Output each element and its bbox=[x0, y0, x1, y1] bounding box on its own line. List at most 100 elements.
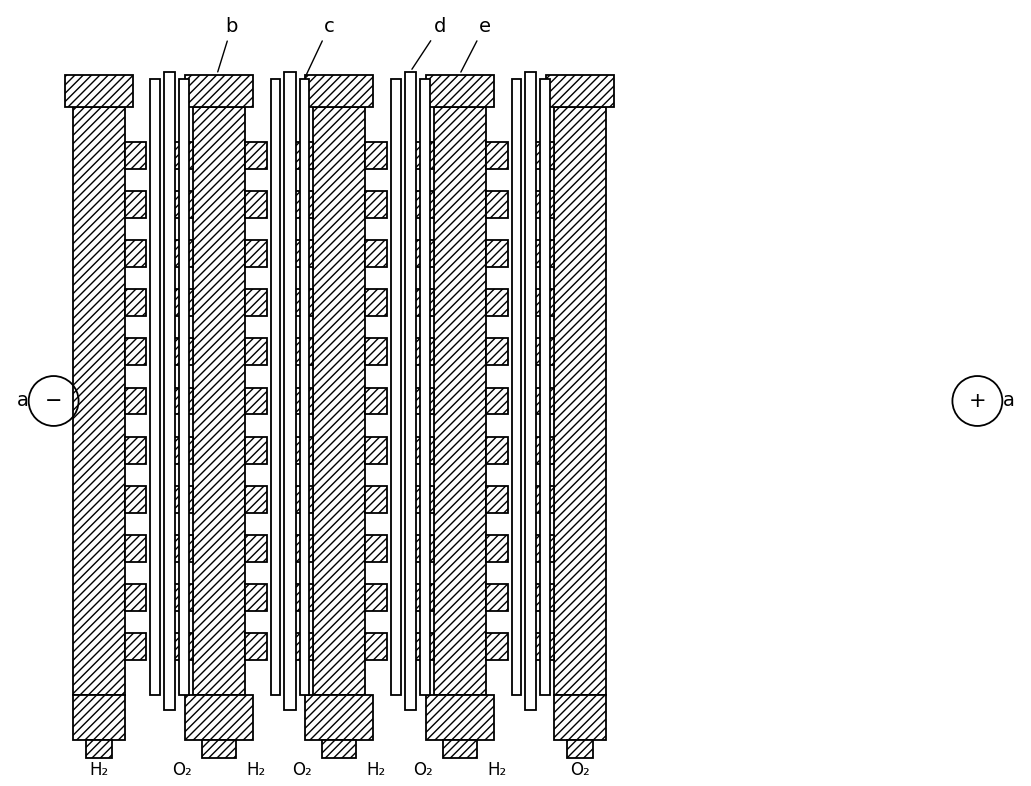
Bar bbox=[365, 584, 388, 611]
Text: −: − bbox=[45, 391, 62, 411]
Bar bbox=[65, 75, 133, 107]
Bar bbox=[72, 107, 125, 696]
Bar bbox=[486, 289, 507, 316]
Bar bbox=[179, 79, 189, 696]
Bar bbox=[532, 584, 554, 611]
Text: +: + bbox=[968, 391, 987, 411]
Bar bbox=[404, 72, 417, 711]
Bar bbox=[305, 696, 373, 740]
Bar bbox=[185, 696, 253, 740]
Bar bbox=[86, 740, 111, 758]
Bar bbox=[245, 534, 267, 562]
Bar bbox=[420, 79, 430, 696]
Text: O₂: O₂ bbox=[293, 762, 312, 779]
Bar bbox=[245, 241, 267, 267]
Bar bbox=[125, 142, 146, 169]
Bar bbox=[486, 486, 507, 512]
Bar bbox=[171, 584, 193, 611]
Text: a: a bbox=[16, 391, 29, 410]
Bar bbox=[426, 696, 494, 740]
Text: O₂: O₂ bbox=[412, 762, 432, 779]
Bar bbox=[292, 486, 313, 512]
Bar bbox=[292, 191, 313, 219]
Text: H₂: H₂ bbox=[487, 762, 506, 779]
Bar bbox=[411, 584, 434, 611]
Bar bbox=[202, 740, 236, 758]
Bar bbox=[486, 436, 507, 464]
Bar bbox=[171, 241, 193, 267]
Bar bbox=[245, 387, 267, 414]
Bar bbox=[411, 534, 434, 562]
Bar bbox=[171, 534, 193, 562]
Bar bbox=[125, 486, 146, 512]
Bar bbox=[245, 633, 267, 660]
Bar bbox=[271, 79, 280, 696]
Bar bbox=[532, 191, 554, 219]
Bar bbox=[411, 241, 434, 267]
Text: O₂: O₂ bbox=[172, 762, 192, 779]
Bar bbox=[365, 436, 388, 464]
Bar bbox=[245, 486, 267, 512]
Bar bbox=[486, 241, 507, 267]
Bar bbox=[546, 75, 613, 107]
Bar bbox=[525, 72, 536, 711]
Bar bbox=[486, 534, 507, 562]
Bar bbox=[171, 436, 193, 464]
Bar bbox=[411, 633, 434, 660]
Bar bbox=[554, 696, 606, 740]
Bar bbox=[285, 72, 296, 711]
Bar bbox=[292, 142, 313, 169]
Bar bbox=[245, 142, 267, 169]
Bar bbox=[125, 436, 146, 464]
Bar bbox=[442, 740, 476, 758]
Bar bbox=[532, 534, 554, 562]
Bar bbox=[193, 107, 245, 696]
Bar bbox=[532, 387, 554, 414]
Bar bbox=[125, 584, 146, 611]
Bar bbox=[151, 79, 160, 696]
Bar bbox=[245, 289, 267, 316]
Bar bbox=[365, 241, 388, 267]
Text: H₂: H₂ bbox=[246, 762, 265, 779]
Text: O₂: O₂ bbox=[570, 762, 590, 779]
Text: d: d bbox=[412, 17, 446, 69]
Bar bbox=[185, 75, 253, 107]
Bar bbox=[365, 289, 388, 316]
Bar bbox=[554, 107, 606, 696]
Bar bbox=[305, 75, 373, 107]
Bar bbox=[245, 584, 267, 611]
Bar bbox=[164, 72, 175, 711]
Bar bbox=[365, 486, 388, 512]
Bar bbox=[532, 633, 554, 660]
Bar bbox=[292, 633, 313, 660]
Bar bbox=[125, 633, 146, 660]
Bar bbox=[532, 436, 554, 464]
Bar bbox=[411, 387, 434, 414]
Bar bbox=[171, 339, 193, 365]
Bar bbox=[411, 142, 434, 169]
Bar bbox=[411, 289, 434, 316]
Bar bbox=[486, 584, 507, 611]
Bar bbox=[125, 339, 146, 365]
Bar bbox=[125, 534, 146, 562]
Bar bbox=[434, 107, 486, 696]
Bar bbox=[292, 584, 313, 611]
Bar bbox=[171, 289, 193, 316]
Bar bbox=[365, 534, 388, 562]
Bar bbox=[365, 142, 388, 169]
Bar bbox=[540, 79, 550, 696]
Bar bbox=[365, 339, 388, 365]
Bar bbox=[292, 436, 313, 464]
Bar bbox=[300, 79, 309, 696]
Bar bbox=[365, 387, 388, 414]
Bar bbox=[532, 142, 554, 169]
Bar bbox=[171, 387, 193, 414]
Bar bbox=[125, 387, 146, 414]
Bar bbox=[313, 107, 365, 696]
Bar bbox=[292, 339, 313, 365]
Bar bbox=[532, 339, 554, 365]
Bar bbox=[125, 289, 146, 316]
Bar bbox=[323, 740, 357, 758]
Bar bbox=[125, 191, 146, 219]
Text: e: e bbox=[461, 17, 491, 72]
